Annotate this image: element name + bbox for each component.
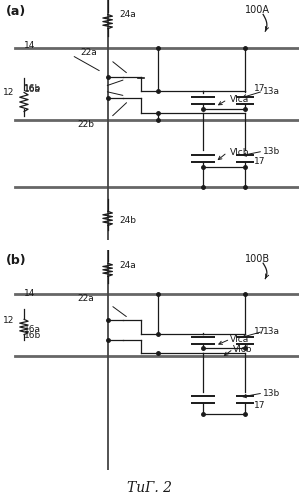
- Text: 16a: 16a: [24, 324, 41, 334]
- Text: 13b: 13b: [263, 388, 280, 398]
- Text: 13b: 13b: [263, 146, 280, 156]
- Text: (a): (a): [6, 5, 26, 18]
- Text: 16b: 16b: [24, 84, 41, 94]
- Text: 12: 12: [3, 316, 14, 325]
- Text: ΤиГ. 2: ΤиГ. 2: [127, 481, 172, 495]
- Text: 22a: 22a: [78, 294, 94, 303]
- Text: 17: 17: [254, 84, 266, 94]
- Text: 13a: 13a: [263, 327, 280, 336]
- Text: 16a: 16a: [24, 86, 41, 94]
- Text: 17: 17: [254, 327, 266, 336]
- Text: 100A: 100A: [245, 5, 270, 15]
- Text: 16b: 16b: [24, 332, 41, 340]
- Text: 100B: 100B: [245, 254, 270, 264]
- Text: 14: 14: [24, 290, 35, 298]
- Text: 24a: 24a: [120, 261, 136, 270]
- Text: 22b: 22b: [78, 120, 95, 130]
- Text: 14: 14: [24, 41, 35, 50]
- Text: Vlcb: Vlcb: [233, 344, 253, 354]
- Text: 24a: 24a: [120, 10, 136, 19]
- Text: 24b: 24b: [120, 216, 137, 226]
- Text: 17: 17: [254, 400, 266, 409]
- Text: (b): (b): [6, 254, 27, 268]
- Text: Vlcb: Vlcb: [230, 148, 250, 157]
- Text: 12: 12: [3, 88, 14, 97]
- Text: 17: 17: [254, 158, 266, 166]
- Text: Vlca: Vlca: [230, 334, 249, 344]
- Text: 22a: 22a: [81, 48, 97, 58]
- Text: Vlca: Vlca: [230, 95, 249, 104]
- Text: 13a: 13a: [263, 86, 280, 96]
